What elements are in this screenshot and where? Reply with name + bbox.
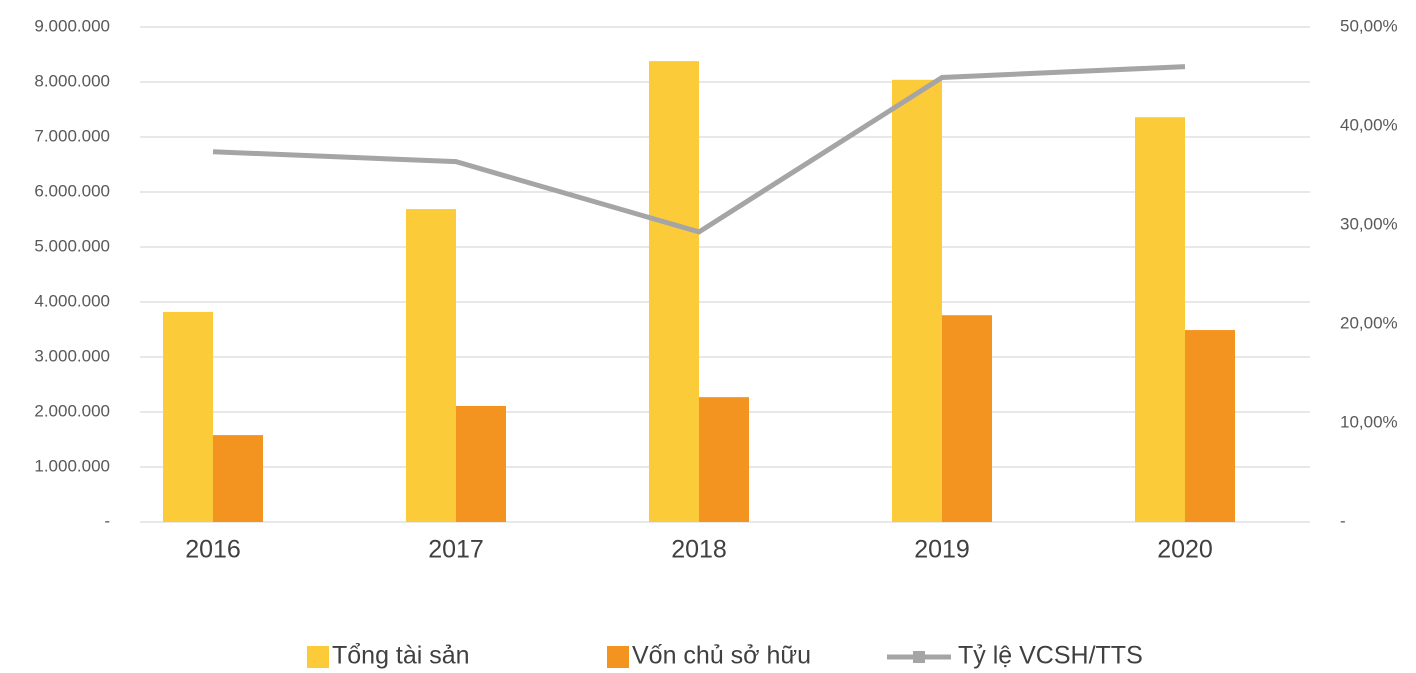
y2-tick-label: 50,00%	[1340, 16, 1398, 35]
y-tick-label: -	[104, 511, 110, 530]
legend-swatch	[607, 646, 629, 668]
legend-marker	[913, 651, 925, 663]
bar	[892, 79, 942, 523]
y-tick-label: 1.000.000	[34, 456, 110, 475]
bar	[406, 209, 456, 523]
bar	[649, 61, 699, 522]
legend-label: Vốn chủ sở hữu	[632, 642, 811, 670]
x-tick-label: 2018	[671, 536, 727, 564]
x-tick-label: 2017	[428, 536, 484, 564]
y-tick-label: 6.000.000	[34, 181, 110, 200]
bar	[942, 315, 992, 522]
y-tick-label: 7.000.000	[34, 126, 110, 145]
bar	[1135, 117, 1185, 522]
legend-label: Tỷ lệ VCSH/TTS	[958, 642, 1143, 670]
x-tick-label: 2020	[1157, 536, 1213, 564]
y2-tick-label: 10,00%	[1340, 412, 1398, 431]
y-tick-label: 8.000.000	[34, 71, 110, 90]
y-tick-label: 3.000.000	[34, 346, 110, 365]
bar	[1185, 330, 1235, 522]
y2-tick-label: 30,00%	[1340, 214, 1398, 233]
y2-tick-label: 40,00%	[1340, 115, 1398, 134]
bar	[699, 397, 749, 522]
y-tick-label: 5.000.000	[34, 236, 110, 255]
legend-swatch	[307, 646, 329, 668]
y-tick-label: 9.000.000	[34, 16, 110, 35]
y2-tick-label: -	[1340, 511, 1346, 530]
y-tick-label: 4.000.000	[34, 291, 110, 310]
bar	[213, 435, 263, 522]
y2-tick-label: 20,00%	[1340, 313, 1398, 332]
y-tick-label: 2.000.000	[34, 401, 110, 420]
bar	[163, 311, 213, 522]
ratio-line	[212, 64, 1186, 235]
bar	[456, 405, 506, 522]
x-tick-label: 2016	[185, 536, 241, 564]
x-tick-label: 2019	[914, 536, 970, 564]
legend-label: Tổng tài sản	[332, 642, 470, 670]
